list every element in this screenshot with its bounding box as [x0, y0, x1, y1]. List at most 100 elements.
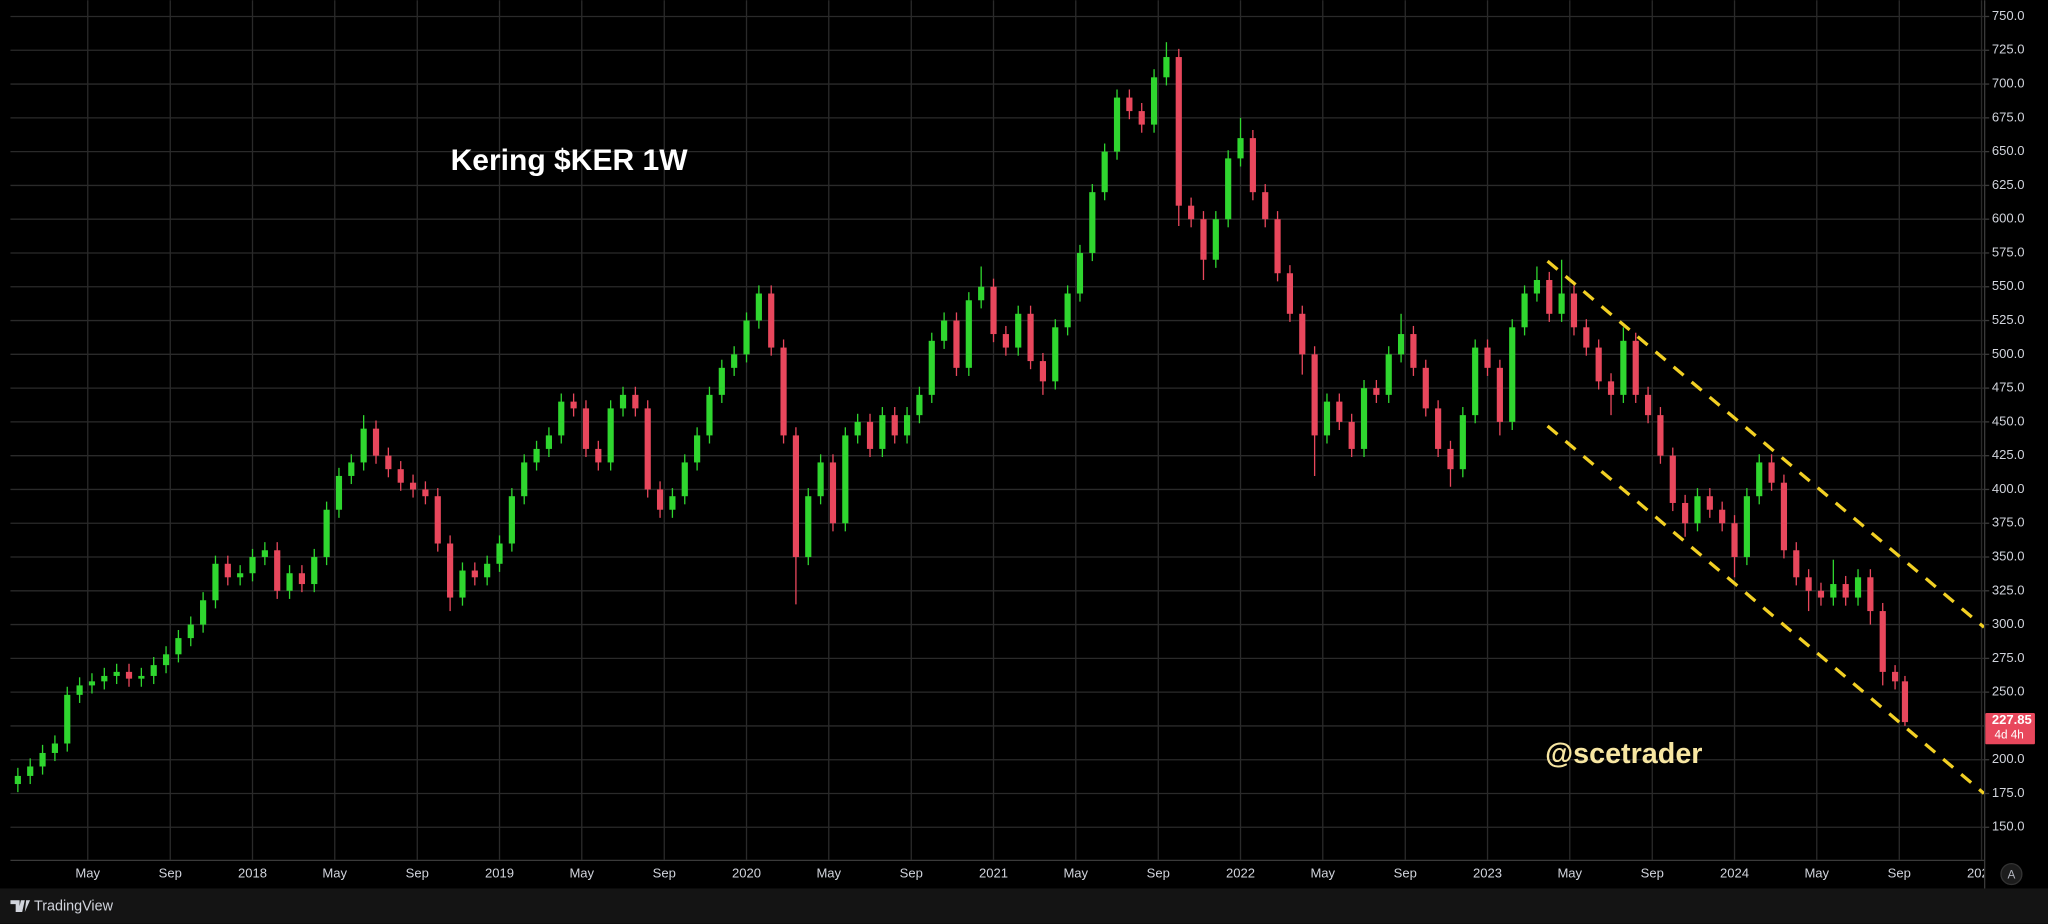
candle-body — [891, 415, 898, 436]
candle-body — [496, 543, 503, 564]
candle-body — [1842, 584, 1849, 598]
candle-body — [1237, 138, 1244, 159]
candle-body — [928, 340, 935, 395]
auto-scale-label[interactable]: A — [2008, 868, 2016, 881]
candle-body — [1706, 496, 1713, 510]
y-tick-label: 475.0 — [1992, 380, 2025, 395]
y-tick-label: 250.0 — [1992, 684, 2025, 699]
candle-body — [1360, 388, 1368, 449]
candle-body — [286, 573, 293, 591]
y-tick-label: 675.0 — [1992, 109, 2025, 124]
y-tick-label: 575.0 — [1992, 244, 2025, 259]
candle-body — [1879, 611, 1886, 672]
candle-body — [237, 573, 244, 578]
candle-body — [1901, 681, 1909, 723]
x-tick-label: Sep — [159, 866, 182, 881]
candle-body — [508, 496, 515, 544]
candle-body — [1076, 252, 1084, 294]
candle-body — [706, 394, 713, 436]
y-tick-label: 450.0 — [1992, 413, 2025, 428]
candle-body — [854, 421, 861, 436]
candle-body — [261, 550, 268, 558]
candle-body — [1027, 313, 1034, 362]
candle-body — [1731, 523, 1738, 558]
candle-body — [829, 462, 837, 524]
x-tick-label: 2023 — [1473, 866, 1502, 881]
y-tick-label: 300.0 — [1992, 616, 2025, 631]
last-price-box — [1985, 712, 2035, 745]
candle-body — [1089, 192, 1096, 253]
candle-body — [335, 475, 343, 510]
x-tick-label: May — [75, 866, 100, 881]
candle-body — [397, 469, 404, 483]
candle-body — [39, 752, 46, 767]
candle-body — [1607, 381, 1615, 395]
x-tick-label: 2024 — [1720, 866, 1749, 881]
candle-body — [743, 320, 750, 355]
candle-body — [644, 408, 651, 490]
candle-body — [1583, 327, 1590, 348]
candle-body — [422, 489, 429, 497]
candle-body — [570, 401, 577, 409]
candle-body — [1212, 219, 1219, 260]
y-tick-label: 525.0 — [1992, 312, 2025, 327]
last-price-label: 227.85 — [1992, 712, 2032, 727]
candle-body — [1546, 280, 1553, 314]
candle-body — [1793, 550, 1800, 578]
candle-body — [1163, 57, 1170, 78]
candle-body — [1039, 361, 1047, 382]
x-tick-label: May — [1310, 866, 1335, 881]
countdown-label: 4d 4h — [1994, 728, 2023, 741]
auto-scale-button[interactable] — [2000, 862, 2023, 886]
candle-body — [1150, 77, 1158, 125]
candle-body — [409, 482, 417, 490]
candle-body — [656, 489, 664, 510]
candle-body — [162, 654, 170, 666]
candle-body — [1138, 111, 1145, 125]
x-tick-label: Sep — [1394, 866, 1417, 881]
watermark: @scetrader — [1545, 738, 1702, 770]
candle-body — [471, 570, 478, 578]
candle-body — [533, 448, 540, 463]
candle-body — [1064, 293, 1071, 328]
candle-body — [607, 408, 614, 463]
candle-body — [990, 286, 997, 335]
candle-body — [1694, 496, 1701, 524]
overlay — [1546, 259, 1986, 795]
candle-body — [1299, 313, 1306, 355]
candle-body — [1015, 313, 1022, 348]
candle-body — [1521, 293, 1528, 328]
candle-body — [941, 320, 948, 341]
candle-body — [1126, 97, 1133, 112]
candle-body — [916, 394, 923, 416]
y-tick-label: 325.0 — [1992, 582, 2025, 597]
candle-body — [1274, 219, 1281, 274]
candle-body — [1348, 421, 1355, 449]
candle-body — [150, 665, 157, 676]
candle-body — [1657, 415, 1664, 456]
candle-body — [768, 293, 775, 348]
candle-body — [1262, 192, 1269, 220]
candle-body — [1286, 273, 1294, 314]
candle-body — [978, 286, 985, 301]
candle-body — [1805, 577, 1812, 591]
candle-body — [200, 600, 207, 625]
candle-body — [1175, 57, 1182, 206]
candle-body — [731, 354, 738, 368]
candle-body — [619, 394, 627, 409]
candle-body — [1891, 671, 1899, 682]
candle-body — [792, 435, 800, 558]
x-tick-label: Sep — [1888, 866, 1911, 881]
candle-body — [521, 462, 528, 497]
candle-body — [101, 675, 108, 682]
candle-body — [1188, 205, 1195, 220]
candle-body — [249, 557, 256, 574]
candle-body — [274, 550, 281, 591]
candle-body — [1817, 590, 1825, 598]
candle-body — [27, 766, 34, 776]
x-tick-label: 2020 — [732, 866, 761, 881]
candle-body — [76, 685, 83, 695]
candle-body — [1472, 347, 1479, 416]
y-tick-label: 600.0 — [1992, 211, 2025, 226]
